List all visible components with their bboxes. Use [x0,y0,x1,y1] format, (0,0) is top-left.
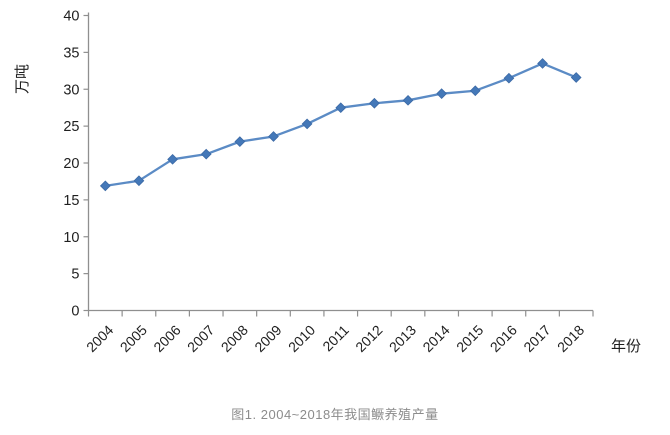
y-tick-label: 25 [63,119,79,135]
y-tick-label: 15 [63,193,79,209]
data-point-marker [503,72,515,84]
x-tick-label: 2017 [520,322,553,355]
x-tick-label: 2008 [218,322,251,355]
x-tick-label: 2013 [386,322,419,355]
y-tick-label: 5 [71,267,79,283]
y-tick-label: 35 [63,45,79,61]
x-tick-label: 2012 [352,322,385,355]
data-point-marker [99,180,111,192]
x-tick-label: 2016 [487,322,520,355]
data-point-marker [570,72,582,83]
x-tick-label: 2011 [319,322,352,355]
x-tick-label: 2005 [117,322,150,355]
y-tick-label: 30 [63,82,79,98]
chart-canvas: 0 5 10 15 20 25 30 35 40 2004 2005 2006 2007 2008 2009… [14,9,641,356]
y-tick-label: 10 [63,230,79,246]
y-axis-title: 万吨 [14,64,31,94]
data-point-marker [402,94,414,106]
data-point-marker [133,175,145,187]
data-point-marker [335,102,347,114]
data-point-marker [301,118,313,130]
y-tick-label: 20 [63,156,79,172]
data-point-marker [537,58,548,69]
x-tick-label: 2014 [419,322,452,355]
x-tick-label: 2006 [150,322,183,355]
data-point-marker [436,88,448,100]
y-tick-label: 0 [71,304,79,320]
data-point-marker [469,85,481,97]
chart-caption: 图1. 2004~2018年我国鳜养殖产量 [231,407,439,422]
data-point-marker [200,148,212,160]
x-tick-label: 2009 [251,322,284,355]
data-point-marker [167,153,178,165]
x-tick-label: 2018 [554,322,587,355]
y-tick-label: 40 [63,9,79,25]
data-point-marker [268,131,279,142]
x-tick-label: 2010 [285,322,318,355]
x-tick-label: 2007 [184,322,217,355]
x-tick-label: 2004 [83,322,116,355]
x-axis-title: 年份 [611,338,641,355]
data-point-marker [234,136,246,147]
data-series-line [105,62,577,187]
x-tick-label: 2015 [453,322,486,355]
data-point-marker [369,97,380,109]
